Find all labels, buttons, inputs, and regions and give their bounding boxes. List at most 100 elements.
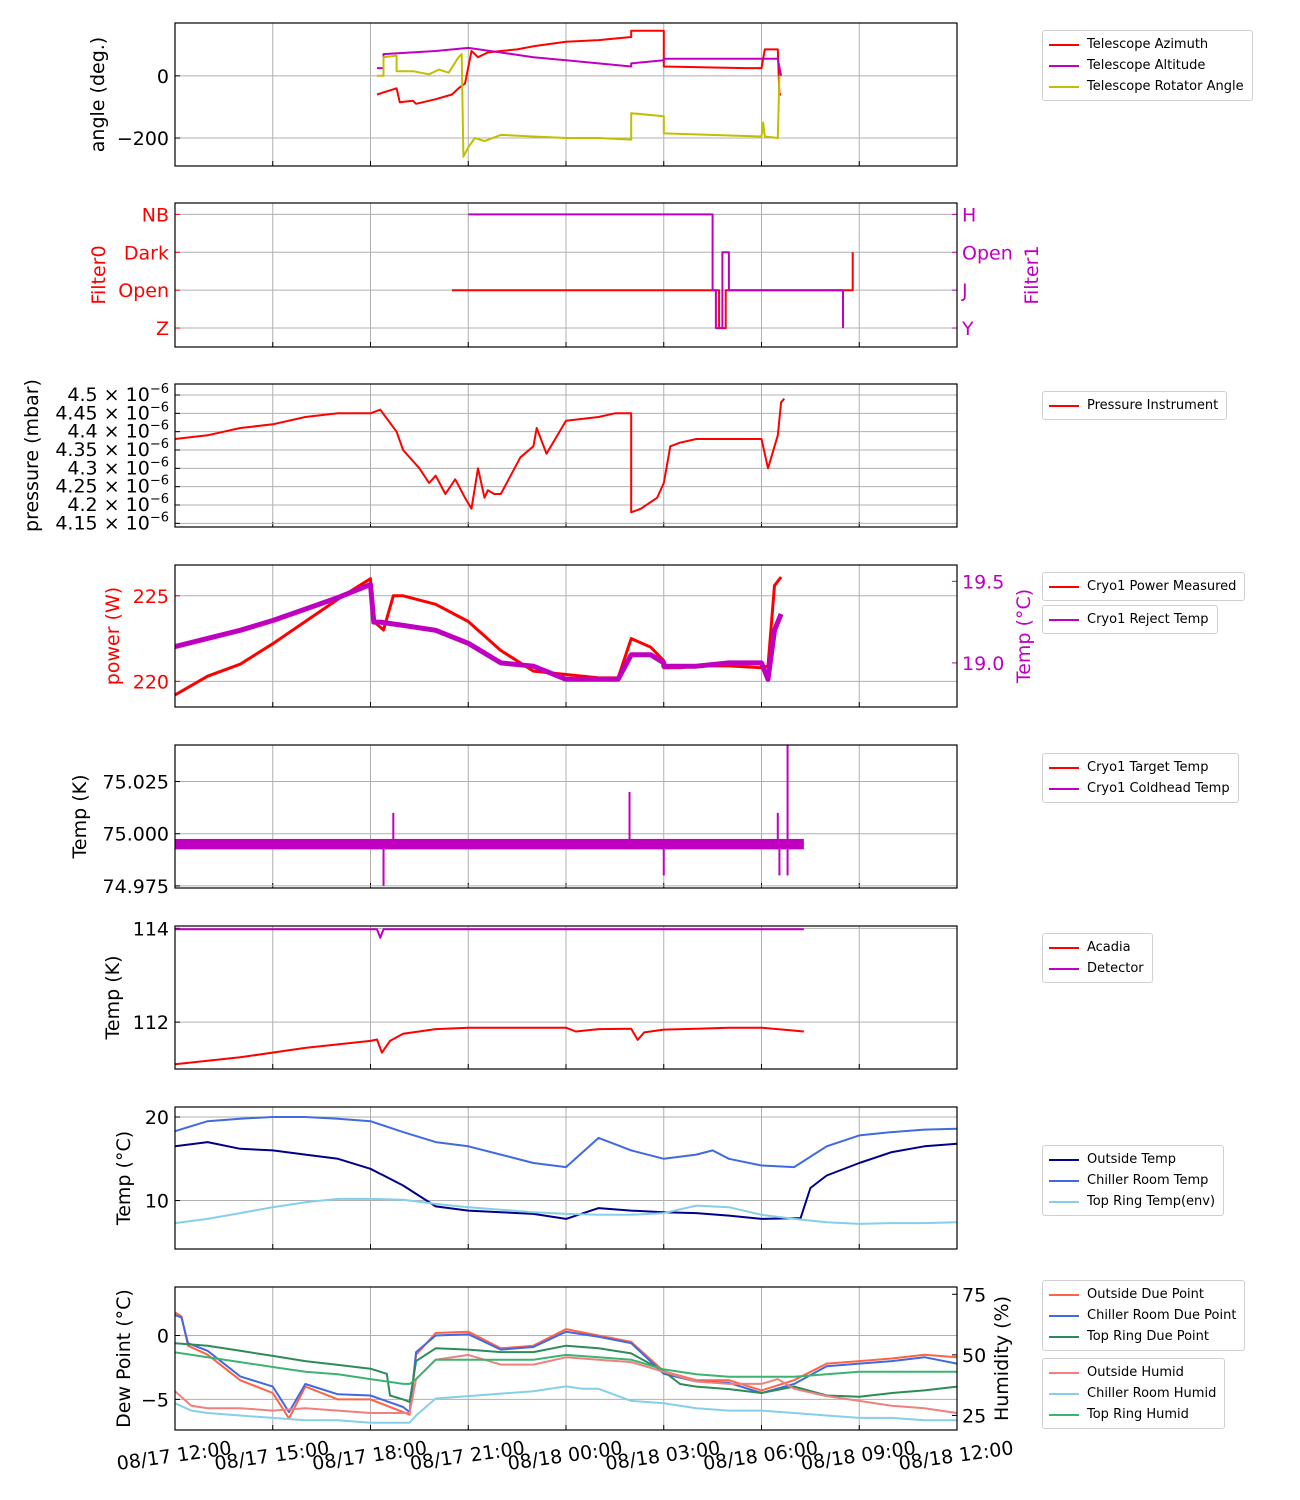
legend-swatch (1049, 64, 1079, 67)
plot-frame (174, 202, 958, 348)
legend-swatch (1049, 1293, 1079, 1296)
plot-frame (174, 1286, 958, 1431)
legend-swatch (1049, 946, 1079, 949)
series-band-cryo1-coldhead-temp (175, 838, 804, 850)
y-right-axis-label: Temp (°C) (1013, 589, 1035, 684)
y-tick-exponent: −6 (150, 382, 169, 397)
y-right-tick-label: H (962, 204, 976, 226)
legend-entry: Acadia (1049, 937, 1144, 958)
y-tick-label: 114 (133, 918, 169, 940)
y-tick-label: 4.3 × 10−6 (67, 455, 169, 479)
legend-swatch (1049, 967, 1079, 970)
panel-cryo_power: 220 225 19.0 19.5 power (W) Temp (°C) (102, 564, 1035, 708)
legend-label: Top Ring Due Point (1087, 1329, 1209, 1344)
legend-label: Cryo1 Reject Temp (1087, 612, 1209, 627)
y-tick-label: 4.15 × 10−6 (55, 510, 169, 534)
legend-swatch (1049, 766, 1079, 769)
legend-label: Telescope Azimuth (1087, 37, 1209, 52)
legend-entry: Cryo1 Reject Temp (1049, 609, 1209, 630)
y-tick-label: 75.000 (103, 824, 169, 846)
legend-label: Chiller Room Temp (1087, 1173, 1209, 1188)
y-axis-label: Dew Point (°C) (113, 1289, 135, 1428)
legend-entry: Top Ring Temp(env) (1049, 1191, 1215, 1212)
y-tick-label: 220 (133, 671, 169, 693)
legend-swatch (1049, 1392, 1079, 1395)
legend-swatch (1049, 1335, 1079, 1338)
legend-label: Detector (1087, 961, 1144, 976)
legend-label: Cryo1 Target Temp (1087, 760, 1209, 775)
series-group (376, 29, 783, 158)
series-group (175, 745, 804, 886)
legend-pressure: Pressure Instrument (1042, 391, 1228, 420)
legend-swatch (1049, 585, 1079, 588)
legend-entry: Top Ring Humid (1049, 1404, 1216, 1425)
x-tick-label: 08/18 12:00 (897, 1437, 1014, 1475)
y-tick-label: 4.4 × 10−6 (67, 419, 169, 443)
y-right-tick-label: 19.5 (962, 571, 1004, 593)
legend-swatch (1049, 1200, 1079, 1203)
y-tick-mantissa: 4.45 × 10 (55, 402, 149, 424)
y-axis-label: power (W) (102, 587, 124, 685)
legend-swatch (1049, 1371, 1079, 1374)
series-line-telescope-rotator-angle (377, 53, 781, 158)
legend-label: Cryo1 Power Measured (1087, 579, 1237, 594)
series-line-acadia (175, 1026, 804, 1066)
y-tick-label: 10 (145, 1191, 169, 1213)
plot-frame (174, 925, 958, 1070)
y-tick-exponent: −6 (150, 437, 169, 452)
legend-acadia-detector: Acadia Detector (1042, 933, 1153, 983)
y-tick-mantissa: 4.25 × 10 (55, 476, 149, 498)
y-tick-label: 74.975 (103, 876, 169, 898)
y-right-tick-label: 19.0 (962, 653, 1004, 675)
series-line-chiller-room-humid (175, 1385, 957, 1424)
panel-pressure: 4.5 × 10−64.45 × 10−64.4 × 10−64.35 × 10… (21, 379, 958, 534)
legend-entry: Cryo1 Power Measured (1049, 576, 1236, 597)
series-line-outside-due-point (175, 1311, 957, 1420)
legend-label: Telescope Rotator Angle (1087, 79, 1244, 94)
plot-frame (174, 1106, 958, 1250)
y-tick-label: 0 (157, 66, 169, 88)
legend-entry: Telescope Rotator Angle (1049, 76, 1244, 97)
legend-entry: Chiller Room Humid (1049, 1383, 1216, 1404)
y-tick-exponent: −6 (150, 510, 169, 525)
legend-entry: Telescope Altitude (1049, 55, 1244, 76)
panel-filters: Z Open Dark NB YJ Open H Filter0 Filter1 (88, 202, 1043, 348)
legend-entry: Outside Due Point (1049, 1284, 1236, 1305)
legend-label: Chiller Room Due Point (1087, 1308, 1237, 1323)
y-tick-label: 4.5 × 10−6 (67, 382, 169, 406)
plot-frame (174, 383, 958, 528)
legend-swatch (1049, 1158, 1079, 1161)
series-line-top-ring-due-point (175, 1342, 957, 1403)
legend-cryo-temp: Cryo1 Target Temp Cryo1 Coldhead Temp (1042, 753, 1239, 803)
legend-label: Top Ring Humid (1087, 1407, 1189, 1422)
legend-swatch (1049, 1314, 1079, 1317)
legend-entry: Top Ring Due Point (1049, 1326, 1236, 1347)
y-axis-label: Temp (K) (69, 775, 91, 860)
series-line-detector (175, 928, 804, 939)
legend-swatch (1049, 1179, 1079, 1182)
y-axis-label: pressure (mbar) (21, 379, 43, 532)
legend-swatch (1049, 618, 1079, 621)
series-line-outside-humid (175, 1353, 957, 1414)
series-line-filter1 (468, 213, 844, 330)
legend-entry: Outside Humid (1049, 1362, 1216, 1383)
y-axis-label: Temp (K) (102, 956, 124, 1041)
y-right-tick-label: 25 (962, 1405, 986, 1427)
y-right-axis-label: Filter1 (1021, 245, 1043, 304)
series-group (175, 1116, 957, 1225)
legend-swatch (1049, 1413, 1079, 1416)
series-line-telescope-azimuth (376, 29, 782, 105)
plot-frame (174, 564, 958, 708)
legend-cryo-reject: Cryo1 Reject Temp (1042, 605, 1218, 634)
series-line-telescope-altitude (377, 46, 783, 76)
legend-label: Telescope Altitude (1087, 58, 1206, 73)
y-right-tick-label: Open (962, 242, 1013, 264)
series-line-chiller-room-due-point (175, 1314, 957, 1414)
y-tick-exponent: −6 (150, 419, 169, 434)
legend-entry: Pressure Instrument (1049, 395, 1218, 416)
y-tick-mantissa: 4.4 × 10 (67, 421, 149, 443)
y-tick-mantissa: 4.3 × 10 (67, 457, 149, 479)
y-tick-label: 0 (157, 1326, 169, 1348)
y-axis-label: Filter0 (88, 245, 110, 304)
